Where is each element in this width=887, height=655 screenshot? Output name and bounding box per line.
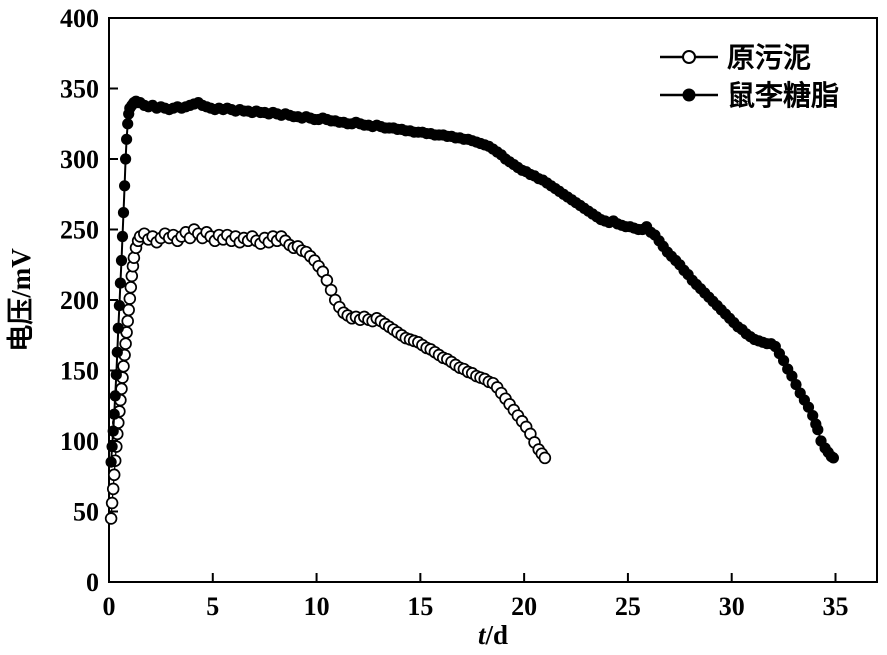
y-tick-label: 100	[60, 427, 99, 456]
y-axis-label: 电压/mV	[6, 248, 36, 352]
data-point	[109, 390, 121, 402]
data-point	[538, 451, 552, 465]
x-tick-label: 25	[615, 592, 641, 621]
data-point	[786, 370, 798, 382]
data-point	[120, 153, 132, 165]
data-point	[115, 254, 128, 267]
data-point	[106, 482, 120, 496]
x-tick-label: 15	[407, 592, 433, 621]
data-point	[802, 401, 815, 413]
data-point	[108, 408, 120, 420]
data-point	[121, 133, 133, 145]
x-tick-label: 0	[103, 592, 116, 621]
y-axis-ticks: 0 50 100 150 200 250 300 350 400	[60, 4, 118, 597]
legend-item-rhamnolipid: 鼠李糖脂	[660, 80, 839, 112]
data-point	[121, 314, 134, 328]
data-point	[119, 337, 132, 350]
y-tick-label: 350	[60, 75, 99, 104]
series-raw-sludge	[104, 223, 552, 525]
y-tick-label: 300	[60, 145, 99, 174]
legend: 原污泥 鼠李糖脂	[660, 42, 839, 112]
data-point	[123, 292, 137, 305]
x-axis-ticks: 0 5 10 15 20 25 30 35	[103, 573, 848, 621]
data-point	[114, 277, 126, 289]
x-tick-label: 20	[511, 592, 537, 621]
data-point	[116, 230, 129, 243]
data-point	[790, 379, 802, 391]
x-axis-label: t/d	[478, 620, 508, 650]
data-point	[124, 281, 138, 294]
data-point	[127, 251, 141, 264]
y-tick-label: 50	[73, 498, 99, 527]
y-tick-label: 150	[60, 357, 99, 386]
data-point	[107, 425, 119, 437]
x-axis-label-variable: t	[478, 620, 487, 650]
legend-label-raw-sludge: 原污泥	[727, 42, 811, 74]
y-tick-label: 250	[60, 216, 99, 245]
data-point	[105, 496, 119, 510]
legend-label-rhamnolipid: 鼠李糖脂	[727, 80, 839, 112]
data-point	[117, 360, 130, 373]
open-circle-marker-icon	[682, 50, 696, 64]
data-point	[104, 512, 118, 525]
data-point	[111, 346, 123, 358]
x-tick-label: 5	[206, 592, 219, 621]
data-point	[112, 322, 124, 334]
x-tick-label: 10	[304, 592, 330, 621]
data-point	[812, 424, 824, 436]
series-rhamnolipid	[105, 95, 840, 468]
data-point	[105, 456, 117, 468]
data-point	[778, 355, 790, 367]
y-tick-label: 200	[60, 286, 99, 315]
data-point	[113, 300, 125, 312]
data-point	[117, 207, 130, 219]
series-line	[110, 99, 834, 463]
data-point	[119, 180, 131, 192]
data-point	[827, 452, 840, 464]
y-tick-label: 0	[86, 568, 99, 597]
y-tick-label: 400	[60, 4, 99, 33]
filled-circle-marker-icon	[682, 88, 696, 102]
data-point	[807, 410, 819, 422]
x-axis-label-unit: /d	[484, 620, 508, 650]
legend-item-raw-sludge: 原污泥	[660, 42, 811, 74]
data-point	[107, 468, 121, 482]
data-point	[106, 441, 118, 453]
data-point	[122, 118, 134, 130]
x-tick-label: 30	[719, 592, 745, 621]
data-point	[110, 369, 122, 381]
x-tick-label: 35	[822, 592, 848, 621]
